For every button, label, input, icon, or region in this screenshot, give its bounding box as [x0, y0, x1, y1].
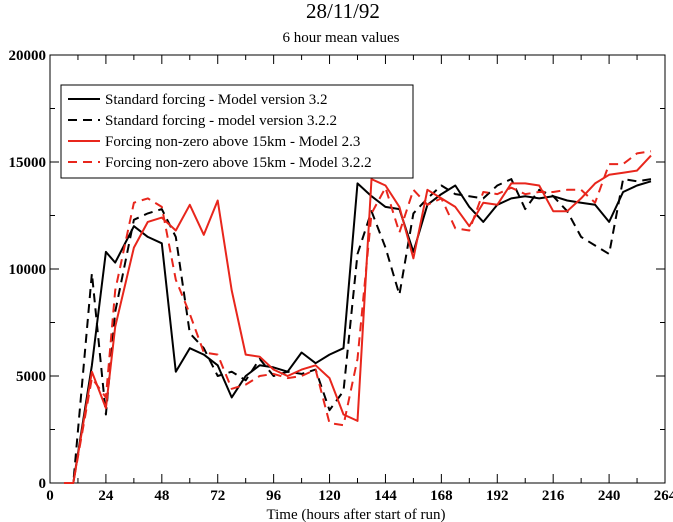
- y-tick-label: 15000: [9, 155, 47, 171]
- legend-label: Forcing non-zero above 15km - Model 2.3: [105, 134, 360, 150]
- x-tick-label: 72: [210, 488, 225, 504]
- x-tick-label: 48: [154, 488, 169, 504]
- chart-title: 28/11/92: [306, 0, 380, 23]
- x-tick-label: 0: [46, 488, 54, 504]
- legend-label: Standard forcing - model version 3.2.2: [105, 113, 337, 129]
- series-line-3: [64, 154, 652, 484]
- x-axis-label: Time (hours after start of run): [267, 507, 446, 522]
- legend: Standard forcing - Model version 3.2 Stan…: [60, 84, 414, 179]
- x-tick-label: 192: [486, 488, 509, 504]
- series-layer: [64, 150, 652, 484]
- series-line-2: [64, 178, 652, 484]
- x-tick-label: 264: [654, 488, 673, 504]
- x-tick-label: 144: [374, 488, 397, 504]
- series-line-1: [64, 180, 652, 484]
- legend-box: [60, 84, 414, 179]
- x-tick-label: 120: [318, 488, 341, 504]
- x-tick-label: 24: [98, 488, 114, 504]
- chart-subtitle: 6 hour mean values: [282, 30, 399, 46]
- legend-label: Standard forcing - Model version 3.2: [105, 92, 327, 108]
- x-tick-label: 96: [266, 488, 282, 504]
- y-tick-label: 20000: [9, 48, 47, 64]
- x-tick-label: 240: [598, 488, 621, 504]
- legend-label: Forcing non-zero above 15km - Model 3.2.…: [105, 155, 372, 171]
- y-tick-label: 0: [39, 476, 47, 492]
- x-tick-label: 168: [430, 488, 453, 504]
- x-tick-label: 216: [542, 488, 565, 504]
- y-tick-label: 5000: [16, 369, 46, 385]
- axis-ticks: 0 24 48 72 96 120 144 168 192 216 240 264 0 5000 10000…: [9, 48, 673, 504]
- y-tick-label: 10000: [9, 262, 47, 278]
- series-line-4: [64, 150, 652, 484]
